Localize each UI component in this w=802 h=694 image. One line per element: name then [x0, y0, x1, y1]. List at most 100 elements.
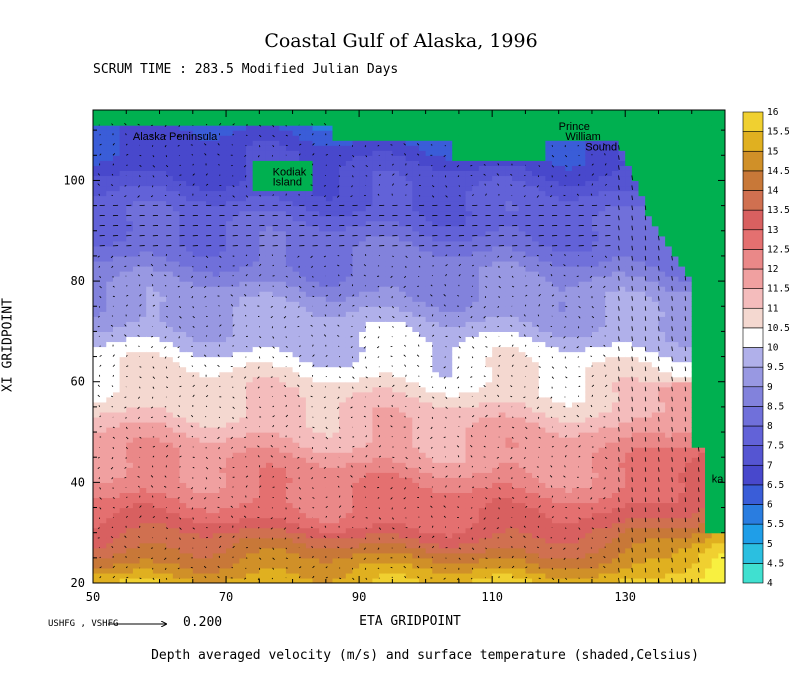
field-cell [339, 567, 347, 574]
field-cell [359, 240, 367, 247]
field-cell [279, 225, 287, 232]
field-cell [226, 306, 234, 312]
field-cell [132, 120, 141, 126]
field-cell [199, 542, 207, 549]
field-cell [159, 577, 167, 583]
field-cell [179, 110, 187, 116]
field-cell [412, 381, 420, 388]
field-cell [146, 115, 154, 121]
field-cell [279, 205, 287, 212]
field-cell [339, 210, 347, 217]
field-cell [279, 366, 287, 373]
field-cell [405, 507, 413, 514]
field-cell [312, 245, 320, 252]
field-cell [99, 326, 107, 333]
field-cell [319, 437, 327, 443]
field-cell [332, 351, 340, 358]
field-cell [179, 135, 187, 141]
field-cell [265, 361, 274, 368]
field-cell [219, 361, 227, 368]
field-cell [152, 542, 161, 549]
field-cell [272, 250, 280, 257]
field-cell [246, 110, 254, 116]
field-cell [106, 125, 114, 131]
field-cell [345, 411, 354, 418]
field-cell [279, 507, 287, 514]
field-cell [99, 502, 107, 509]
field-cell [239, 482, 247, 488]
field-cell [199, 175, 207, 182]
field-cell [292, 150, 300, 156]
field-cell [139, 336, 147, 343]
field-cell [418, 130, 427, 136]
field-cell [379, 537, 387, 544]
field-cell [425, 452, 433, 458]
field-cell [152, 457, 161, 463]
field-cell [312, 421, 320, 428]
field-cell [399, 507, 407, 514]
field-cell [332, 291, 340, 297]
field-cell [252, 271, 260, 277]
field-cell [199, 562, 207, 569]
field-cell [352, 512, 360, 519]
field-cell [219, 427, 227, 433]
field-cell [252, 145, 260, 151]
field-cell [106, 477, 114, 483]
field-cell [352, 497, 360, 504]
field-cell [438, 552, 447, 559]
field-cell [152, 437, 161, 443]
field-cell [392, 240, 400, 247]
field-cell [192, 165, 201, 171]
field-cell [332, 482, 340, 488]
field-cell [432, 245, 440, 252]
field-cell [206, 301, 214, 307]
field-cell [379, 255, 387, 262]
field-cell [438, 160, 447, 166]
field-cell [93, 140, 101, 146]
field-cell [385, 376, 393, 383]
field-cell [219, 512, 227, 519]
field-cell [399, 235, 407, 242]
field-cell [299, 110, 307, 116]
field-cell [246, 517, 254, 524]
field-cell [146, 452, 154, 458]
field-cell [365, 572, 374, 579]
field-cell [399, 351, 407, 358]
field-cell [152, 502, 161, 509]
field-cell [385, 140, 393, 146]
field-cell [199, 245, 207, 252]
field-cell [345, 210, 354, 217]
field-cell [119, 245, 127, 252]
field-cell [345, 381, 354, 388]
field-cell [332, 442, 340, 448]
field-cell [312, 487, 320, 494]
field-cell [285, 115, 294, 121]
field-cell [199, 572, 207, 579]
field-cell [312, 522, 320, 529]
field-cell [265, 567, 274, 574]
field-cell [146, 386, 154, 393]
field-cell [259, 145, 267, 151]
field-cell [152, 442, 161, 448]
field-cell [159, 250, 167, 257]
field-cell [259, 577, 267, 583]
field-cell [272, 512, 280, 519]
field-cell [372, 572, 380, 579]
field-cell [166, 542, 174, 549]
field-cell [285, 316, 294, 322]
field-cell [192, 240, 201, 247]
field-cell [385, 437, 393, 443]
field-cell [112, 432, 121, 438]
field-cell [146, 110, 154, 116]
field-cell [206, 507, 214, 514]
field-cell [265, 145, 274, 151]
field-cell [405, 346, 413, 353]
field-cell [126, 457, 134, 463]
field-cell [152, 366, 161, 373]
field-cell [279, 437, 287, 443]
field-cell [379, 230, 387, 237]
field-cell [106, 190, 114, 197]
field-cell [285, 306, 294, 312]
field-cell [252, 421, 260, 428]
field-cell [405, 447, 413, 453]
